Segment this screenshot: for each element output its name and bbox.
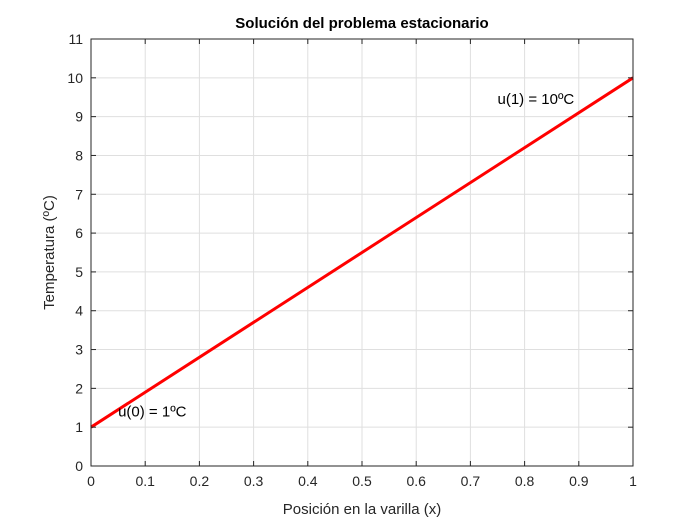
y-tick-label: 10 [67,70,83,86]
series-line [90,76,634,429]
y-tick-label: 0 [75,458,83,474]
x-tick-label: 0.3 [244,473,264,489]
annotation-label: u(0) = 1ºC [118,404,187,421]
x-tick-label: 0.5 [352,473,372,489]
series-layer [90,76,634,429]
ticks: 0 0.1 0.2 0.3 0.4 0.5 0.6 0.7 0.8 0.9 101234567891… [67,31,637,489]
y-tick-label: 4 [75,303,83,319]
y-tick-label: 9 [75,109,83,125]
y-tick-label: 1 [75,419,83,435]
y-tick-label: 2 [75,380,83,396]
annotations: u(0) = 1ºC u(1) = 10ºC [118,91,574,420]
annotation-label: u(1) = 10ºC [498,91,575,108]
y-tick-label: 11 [68,31,83,47]
y-axis-label: Temperatura (ºC) [41,195,58,310]
y-tick-label: 3 [75,342,83,358]
x-tick-label: 0.6 [406,473,426,489]
x-tick-label: 0 [87,473,95,489]
x-tick-label: 0.4 [298,473,318,489]
y-tick-label: 7 [75,186,83,202]
y-tick-label: 8 [75,147,83,163]
y-tick-label: 5 [75,264,83,280]
x-tick-label: 1 [629,473,637,489]
x-tick-label: 0.2 [190,473,210,489]
x-tick-label: 0.7 [461,473,481,489]
x-tick-label: 0.9 [569,473,589,489]
x-axis-label: Posición en la varilla (x) [283,501,441,518]
x-tick-label: 0.8 [515,473,535,489]
x-tick-label: 0.1 [135,473,155,489]
chart-title: Solución del problema estacionario [235,15,488,32]
y-tick-label: 6 [75,225,83,241]
